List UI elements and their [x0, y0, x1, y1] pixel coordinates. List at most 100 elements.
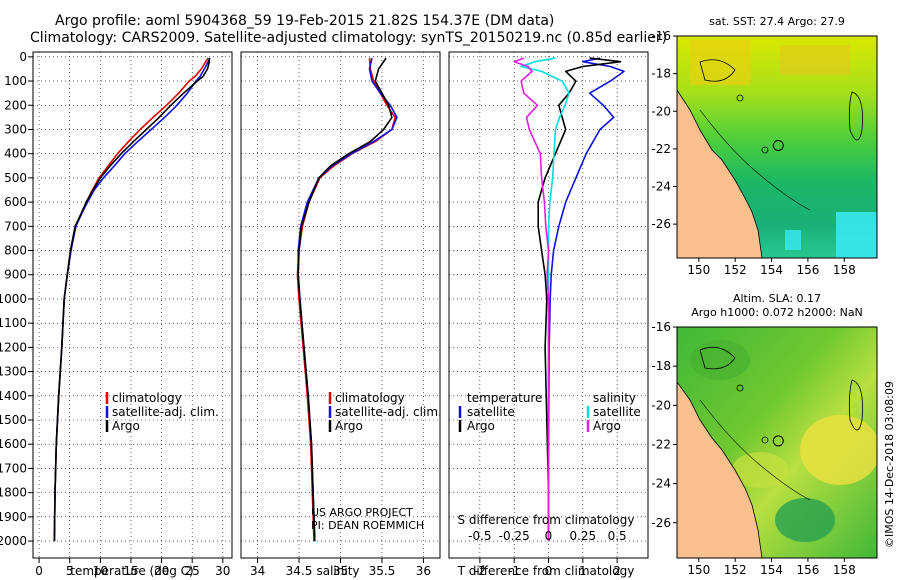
sla-frame — [676, 326, 878, 559]
sla-axes: 150 152 154 156 158 -16 -18 -20 -22 -24 -26 — [651, 320, 855, 577]
y-tick-label: 1100 — [0, 316, 27, 330]
x-tick-label: 2 — [613, 564, 621, 578]
temperature-legend: climatology satellite-adj. clim. Argo — [105, 391, 219, 433]
x-tick-label: -1 — [508, 564, 520, 578]
map-y-tick-label: -20 — [651, 104, 671, 118]
difference-panel: -2 -1 0 1 2 T difference from climatology S … — [448, 51, 649, 578]
y-tick-label: 1600 — [0, 437, 27, 451]
map-y-tick-label: -26 — [651, 516, 671, 530]
y-tick-label: 900 — [4, 268, 27, 282]
sst-cool-patch — [785, 230, 801, 250]
x-tick-label: 30 — [215, 564, 230, 578]
map-y-tick-label: -16 — [651, 320, 671, 334]
y-tick-label: 2000 — [0, 534, 27, 548]
sst-warm-patch — [780, 45, 850, 75]
series-line-s-argo — [513, 57, 550, 542]
x-tick-label: -2 — [474, 564, 486, 578]
temperature-gridlines — [33, 52, 232, 558]
y-tick-label: 1400 — [0, 389, 27, 403]
s-tick-label: -0.5 — [468, 529, 491, 543]
s-tick-label: 0 — [545, 529, 553, 543]
sst-land — [677, 90, 762, 258]
temperature-panel: 0100200300400500600700800900100011001200… — [0, 50, 233, 578]
sla-low-anomaly — [775, 498, 835, 542]
sla-island — [736, 384, 744, 392]
legend-t-argo: Argo — [467, 419, 495, 433]
y-tick-label: 1200 — [0, 340, 27, 354]
temperature-x-axis: 0 5 10 15 20 25 30 — [35, 558, 230, 578]
y-tick-label: 800 — [4, 244, 27, 258]
sla-land — [677, 382, 762, 558]
map-x-tick-label: 150 — [687, 563, 710, 577]
map-y-tick-label: -24 — [651, 477, 671, 491]
y-tick-label: 1000 — [0, 292, 27, 306]
map-y-tick-label: -20 — [651, 398, 671, 412]
x-tick-label: 20 — [154, 564, 169, 578]
pi-label: PI: DEAN ROEMMICH — [311, 519, 424, 532]
temperature-series — [53, 57, 211, 542]
map-y-tick-label: -26 — [651, 217, 671, 231]
salinity-gridlines — [241, 52, 440, 558]
figure-title-line2: Climatology: CARS2009. Satellite-adjuste… — [30, 30, 667, 46]
depth-axis: 0 100 200 300 400 500 600 700 800 900 1000 1100 1200… — [0, 50, 33, 548]
difference-series — [513, 57, 625, 542]
map-x-tick-label: 152 — [724, 563, 747, 577]
x-tick-label: 15 — [123, 564, 138, 578]
map-y-tick-label: -18 — [651, 67, 671, 81]
sla-high-anomaly — [732, 452, 788, 488]
x-tick-label: 5 — [66, 564, 74, 578]
x-tick-label: 10 — [93, 564, 108, 578]
y-tick-label: 600 — [4, 195, 27, 209]
y-tick-label: 1800 — [0, 486, 27, 500]
sst-coastline — [677, 89, 763, 258]
legend-s-argo: Argo — [593, 419, 621, 433]
y-tick-label: 1500 — [0, 413, 27, 427]
sst-island — [761, 146, 769, 154]
y-tick-label: 300 — [4, 122, 27, 136]
map-y-tick-label: -18 — [651, 359, 671, 373]
series-line-argo — [53, 58, 211, 542]
x-tick-label: 25 — [185, 564, 200, 578]
argo-position-marker — [772, 139, 784, 151]
sst-map: sat. SST: 27.4 Argo: 27.9 150 152 154 156 15… — [651, 15, 878, 277]
map-x-tick-label: 150 — [687, 263, 710, 277]
salinity-xlabel: salinity — [316, 564, 359, 578]
legend-satellite: satellite-adj. clim. — [112, 405, 219, 419]
legend-temperature-title: temperature — [467, 391, 542, 405]
project-label: US ARGO PROJECT — [311, 506, 413, 519]
map-x-tick-label: 152 — [724, 263, 747, 277]
y-tick-label: 500 — [4, 171, 27, 185]
sst-bathymetry-contour — [699, 109, 811, 211]
sst-island — [736, 94, 744, 102]
legend-s-satellite: satellite — [593, 405, 641, 419]
legend-satellite: satellite-adj. clim. — [335, 405, 442, 419]
map-y-tick-label: -22 — [651, 142, 671, 156]
salinity-panel: 34 34.5 35 35.5 36 salinity climatology sate… — [240, 51, 442, 578]
difference-x-axis: -2 -1 0 1 2 — [474, 558, 621, 578]
map-y-tick-label: -22 — [651, 437, 671, 451]
t-difference-xlabel: T difference from climatology — [457, 564, 635, 578]
sla-low-anomaly — [690, 340, 750, 380]
sst-reef-outline — [699, 59, 736, 82]
x-tick-label: 34.5 — [286, 564, 313, 578]
sla-reef-outline — [848, 379, 863, 431]
map-y-tick-label: -16 — [651, 29, 671, 43]
sst-warm-patch — [690, 40, 750, 85]
map-x-tick-label: 158 — [833, 563, 856, 577]
series-line-argo — [297, 57, 393, 542]
sla-bathymetry-contour — [699, 399, 811, 501]
sla-reef-outline — [699, 346, 736, 370]
map-x-tick-label: 154 — [760, 563, 783, 577]
sst-axes: 150 152 154 156 158 -16 -18 -20 -22 -24 -26 — [651, 29, 855, 277]
s-difference-axis: -0.5 -0.25 0 0.25 0.5 — [468, 529, 626, 543]
y-tick-label: 700 — [4, 219, 27, 233]
y-tick-label: 200 — [4, 98, 27, 112]
y-tick-label: 1700 — [0, 461, 27, 475]
y-tick-label: 100 — [4, 74, 27, 88]
sla-coastline — [677, 381, 763, 558]
sla-high-anomaly — [800, 415, 877, 485]
s-tick-label: -0.25 — [499, 529, 530, 543]
map-y-tick-label: -24 — [651, 180, 671, 194]
x-tick-label: 35 — [333, 564, 348, 578]
